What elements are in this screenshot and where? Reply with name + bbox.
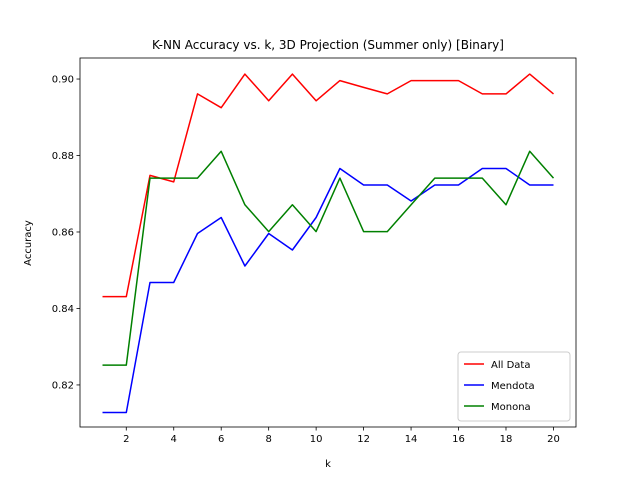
x-tick-label: 10 xyxy=(310,434,323,445)
y-tick-label: 0.82 xyxy=(52,380,74,391)
x-tick-label: 12 xyxy=(357,434,370,445)
x-tick-label: 8 xyxy=(265,434,271,445)
legend-box xyxy=(457,351,571,422)
plot-area xyxy=(102,73,555,414)
x-tick-label: 18 xyxy=(500,434,513,445)
legend-label: All Data xyxy=(491,360,530,371)
x-tick-label: 2 xyxy=(123,434,129,445)
x-tick-label: 16 xyxy=(452,434,465,445)
legend: All Data Mendota Monona xyxy=(457,351,571,422)
x-tick-label: 4 xyxy=(171,434,177,445)
axis-ticks: 2 4 6 8 10 12 14 16 18 20 0.82 0.84 0.86 0.88 0.90 xyxy=(52,75,560,445)
x-tick-label: 20 xyxy=(547,434,560,445)
y-tick-label: 0.86 xyxy=(52,227,74,238)
legend-label: Mendota xyxy=(491,381,535,392)
legend-label: Monona xyxy=(491,402,531,413)
chart-title: K-NN Accuracy vs. k, 3D Projection (Summ… xyxy=(152,38,504,52)
y-tick-label: 0.88 xyxy=(52,151,74,162)
y-tick-label: 0.84 xyxy=(52,304,74,315)
series-line-mendota xyxy=(102,167,554,414)
x-tick-label: 14 xyxy=(405,434,418,445)
axes-frame xyxy=(79,57,577,428)
y-tick-label: 0.90 xyxy=(52,75,74,86)
y-axis-title: Accuracy xyxy=(23,220,34,266)
series-line-all-data xyxy=(102,73,554,298)
x-axis-title: k xyxy=(325,459,331,470)
series-line-monona xyxy=(102,150,555,366)
x-tick-label: 6 xyxy=(218,434,224,445)
